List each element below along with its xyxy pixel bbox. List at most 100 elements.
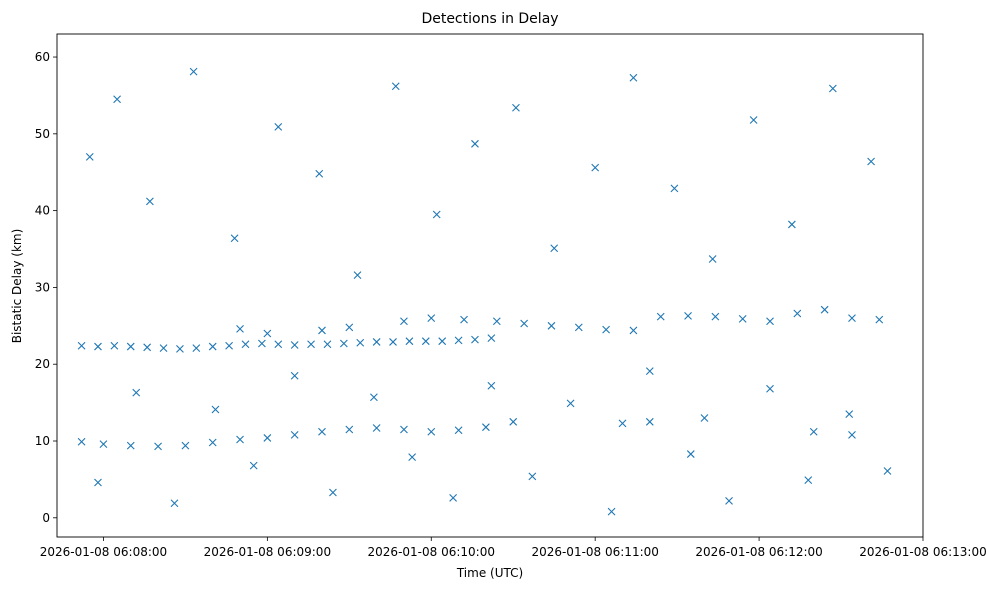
data-point xyxy=(225,341,233,350)
data-point xyxy=(345,425,354,434)
x-tick-label: 2026-01-08 06:12:00 xyxy=(695,545,822,559)
data-point xyxy=(645,417,654,426)
data-point xyxy=(670,184,679,193)
data-point xyxy=(550,244,559,253)
data-point xyxy=(126,441,135,450)
data-point xyxy=(828,84,837,93)
data-point xyxy=(405,337,414,346)
data-point xyxy=(848,314,856,323)
data-point xyxy=(471,139,479,148)
data-point xyxy=(391,82,400,91)
data-point xyxy=(145,197,154,206)
data-point xyxy=(159,344,168,352)
data-point xyxy=(389,338,397,346)
data-point xyxy=(460,315,468,324)
data-point xyxy=(318,326,326,335)
data-point xyxy=(574,323,583,332)
data-point xyxy=(236,325,244,333)
data-point xyxy=(170,499,179,508)
data-point xyxy=(400,317,408,326)
data-point xyxy=(487,381,496,390)
data-point xyxy=(432,210,441,219)
data-point xyxy=(845,410,854,419)
data-point xyxy=(528,472,537,481)
data-point xyxy=(315,169,324,178)
data-point xyxy=(258,339,266,348)
x-axis-label: Time (UTC) xyxy=(456,566,523,580)
data-point xyxy=(793,309,802,318)
data-point xyxy=(353,271,362,280)
data-point xyxy=(329,488,337,497)
y-axis-label: Bistatic Delay (km) xyxy=(10,229,24,344)
data-point xyxy=(249,461,258,470)
data-point xyxy=(307,340,315,349)
data-point xyxy=(883,467,892,475)
y-tick-label: 20 xyxy=(35,357,50,371)
data-point xyxy=(607,507,616,516)
data-point xyxy=(356,338,365,347)
y-tick-label: 10 xyxy=(35,434,50,448)
data-point xyxy=(512,103,520,112)
x-tick-label: 2026-01-08 06:08:00 xyxy=(40,545,167,559)
data-point xyxy=(711,312,720,321)
data-point xyxy=(370,393,378,402)
plot-frame xyxy=(56,33,924,538)
data-point xyxy=(85,152,94,161)
data-point xyxy=(274,123,283,131)
y-tick-label: 60 xyxy=(35,50,50,64)
data-point xyxy=(189,67,198,76)
data-point xyxy=(547,321,556,330)
data-point xyxy=(372,424,381,432)
data-point xyxy=(566,399,575,408)
y-tick-label: 0 xyxy=(42,511,50,525)
data-point xyxy=(421,337,430,346)
x-tick-label: 2026-01-08 06:13:00 xyxy=(859,545,986,559)
data-point xyxy=(143,343,152,352)
data-point xyxy=(263,434,272,442)
data-point xyxy=(274,340,283,349)
data-point xyxy=(656,312,665,321)
data-point xyxy=(629,73,638,82)
data-point xyxy=(263,329,272,338)
x-tick-label: 2026-01-08 06:10:00 xyxy=(368,545,495,559)
data-point xyxy=(509,417,518,426)
data-point xyxy=(602,325,610,334)
data-point xyxy=(290,430,299,439)
data-point xyxy=(427,314,436,323)
data-point xyxy=(94,478,102,487)
data-point xyxy=(99,440,108,448)
data-point xyxy=(339,339,348,348)
data-point xyxy=(454,426,463,435)
data-point xyxy=(454,336,463,345)
data-point xyxy=(208,438,217,447)
data-point xyxy=(372,338,381,346)
data-point xyxy=(487,334,496,342)
data-point xyxy=(591,163,600,172)
ticks-layer: 0 10 20 30 40 50 60 2026-01-08 06:08:00 2026-01-… xyxy=(35,50,987,559)
data-point xyxy=(438,337,447,346)
data-point xyxy=(77,341,86,350)
data-point xyxy=(749,116,758,124)
data-point xyxy=(629,326,638,335)
data-point xyxy=(645,367,654,376)
data-point xyxy=(471,335,479,344)
data-point xyxy=(318,427,326,436)
data-point xyxy=(618,419,627,428)
data-point xyxy=(427,427,436,436)
data-point xyxy=(208,342,217,351)
data-point xyxy=(126,342,135,351)
data-point xyxy=(787,220,796,229)
data-point xyxy=(132,388,141,397)
data-point xyxy=(110,341,119,350)
data-point xyxy=(176,344,184,353)
data-point xyxy=(154,442,162,451)
points-layer xyxy=(77,67,892,516)
data-point xyxy=(804,476,813,485)
data-point xyxy=(766,317,774,326)
y-tick-label: 50 xyxy=(35,127,50,141)
data-point xyxy=(686,450,695,458)
data-point xyxy=(192,344,201,352)
